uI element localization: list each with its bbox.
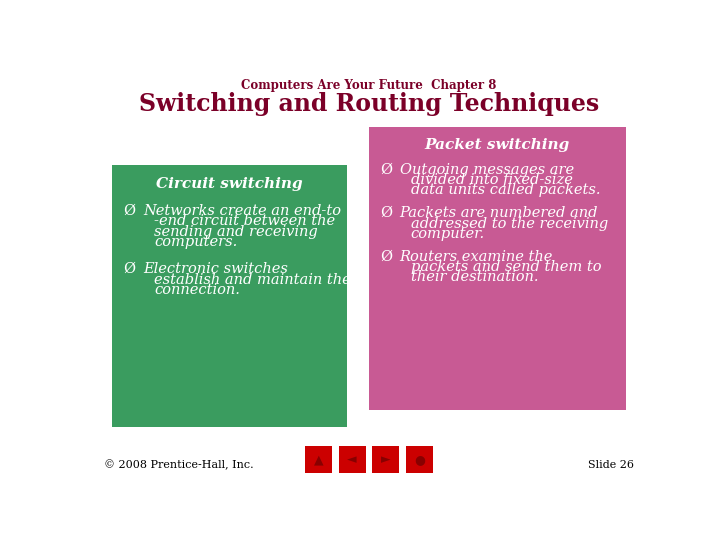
FancyBboxPatch shape <box>372 446 399 473</box>
Text: ▲: ▲ <box>314 453 323 466</box>
Text: Electronic switches: Electronic switches <box>143 262 288 276</box>
Text: Ø: Ø <box>380 249 392 264</box>
FancyBboxPatch shape <box>339 446 366 473</box>
Text: Ø: Ø <box>380 206 392 220</box>
Text: addressed to the receiving: addressed to the receiving <box>411 217 608 231</box>
Text: Packets are numbered and: Packets are numbered and <box>400 206 598 220</box>
Text: Packet switching: Packet switching <box>425 138 570 152</box>
FancyBboxPatch shape <box>369 127 626 410</box>
Text: data units called packets.: data units called packets. <box>411 183 600 197</box>
Text: Slide 26: Slide 26 <box>588 460 634 470</box>
FancyBboxPatch shape <box>112 165 347 427</box>
Text: Computers Are Your Future  Chapter 8: Computers Are Your Future Chapter 8 <box>241 79 497 92</box>
Text: their destination.: their destination. <box>411 271 539 285</box>
Text: Switching and Routing Techniques: Switching and Routing Techniques <box>139 92 599 116</box>
Text: divided into fixed-size: divided into fixed-size <box>411 173 572 187</box>
Text: ●: ● <box>414 453 425 466</box>
Text: -end circuit between the: -end circuit between the <box>154 214 336 228</box>
Text: computer.: computer. <box>411 227 485 241</box>
Text: Networks create an end-to: Networks create an end-to <box>143 204 341 218</box>
Text: packets and send them to: packets and send them to <box>411 260 601 274</box>
Text: Outgoing messages are: Outgoing messages are <box>400 163 574 177</box>
Text: Routers examine the: Routers examine the <box>400 249 553 264</box>
Text: © 2008 Prentice-Hall, Inc.: © 2008 Prentice-Hall, Inc. <box>104 460 253 470</box>
Text: Ø: Ø <box>380 163 392 177</box>
Text: sending and receiving: sending and receiving <box>154 225 318 239</box>
Text: computers.: computers. <box>154 235 238 249</box>
Text: Ø: Ø <box>124 204 135 218</box>
Text: Circuit switching: Circuit switching <box>156 177 303 191</box>
Text: establish and maintain the: establish and maintain the <box>154 273 351 287</box>
Text: connection.: connection. <box>154 283 240 297</box>
Text: Ø: Ø <box>124 262 135 276</box>
FancyBboxPatch shape <box>305 446 332 473</box>
Text: ►: ► <box>381 453 390 466</box>
Text: ◄: ◄ <box>348 453 357 466</box>
FancyBboxPatch shape <box>406 446 433 473</box>
